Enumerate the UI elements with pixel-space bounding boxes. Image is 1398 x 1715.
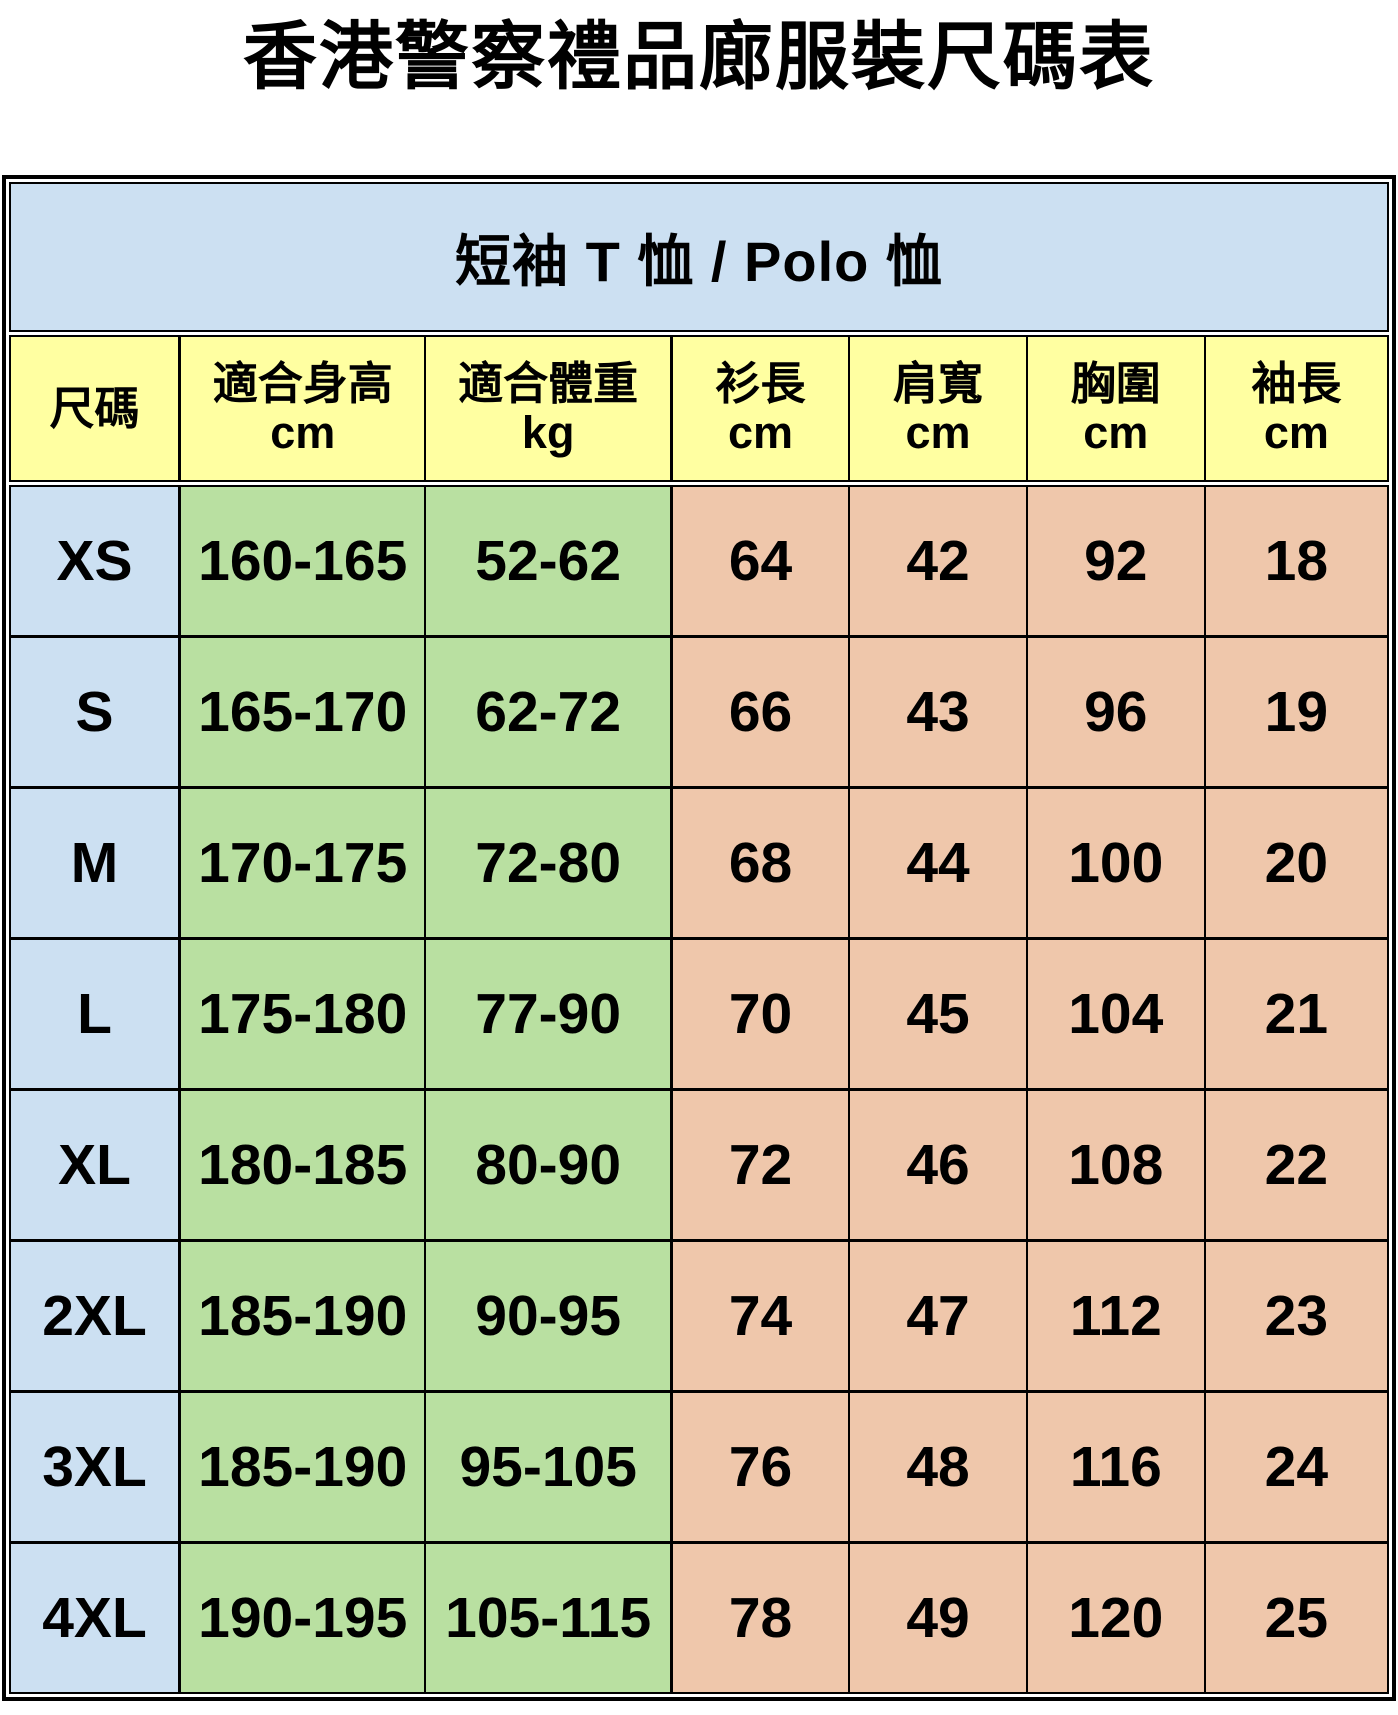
size-cell: 4XL (8, 1541, 181, 1695)
weight-cell: 77-90 (424, 937, 673, 1091)
shirt-length-cell: 74 (670, 1239, 851, 1393)
size-cell: M (8, 786, 181, 940)
shoulder-cell: 43 (848, 635, 1028, 789)
shirt-length-cell: 64 (670, 482, 851, 638)
sleeve-cell: 22 (1203, 1088, 1390, 1242)
table-row: XS 160-165 52-62 64 42 92 18 (8, 482, 1390, 638)
size-table-body: XS 160-165 52-62 64 42 92 18 S 165-170 62-72 66 43 9… (8, 482, 1390, 1695)
column-header-row: 尺碼 適合身高 cm 適合體重 kg 衫長 cm 肩寬 cm (8, 332, 1390, 488)
section-header: 短袖 T 恤 / Polo 恤 (9, 182, 1389, 338)
height-cell: 180-185 (178, 1088, 427, 1242)
weight-cell: 90-95 (424, 1239, 673, 1393)
weight-cell: 72-80 (424, 786, 673, 940)
column-unit: cm (905, 406, 971, 458)
column-header-size: 尺碼 (8, 332, 181, 488)
column-unit: kg (521, 406, 575, 458)
chest-cell: 120 (1025, 1541, 1206, 1695)
table-row: XL 180-185 80-90 72 46 108 22 (8, 1088, 1390, 1242)
shirt-length-cell: 76 (670, 1390, 851, 1544)
table-row: L 175-180 77-90 70 45 104 21 (8, 937, 1390, 1091)
size-chart-table: 短袖 T 恤 / Polo 恤 尺碼 適合身高 cm 適合體重 kg 衫長 cm (8, 182, 1390, 1695)
sleeve-cell: 19 (1203, 635, 1390, 789)
section-header-row: 短袖 T 恤 / Polo 恤 (9, 182, 1389, 338)
column-label: 衫長 (715, 358, 806, 410)
weight-cell: 105-115 (424, 1541, 673, 1695)
weight-cell: 80-90 (424, 1088, 673, 1242)
shoulder-cell: 49 (848, 1541, 1028, 1695)
column-label: 袖長 (1251, 358, 1342, 410)
size-cell: L (8, 937, 181, 1091)
shirt-length-cell: 70 (670, 937, 851, 1091)
chest-cell: 100 (1025, 786, 1206, 940)
chest-cell: 96 (1025, 635, 1206, 789)
shirt-length-cell: 68 (670, 786, 851, 940)
table-row: 3XL 185-190 95-105 76 48 116 24 (8, 1390, 1390, 1544)
table-row: 2XL 185-190 90-95 74 47 112 23 (8, 1239, 1390, 1393)
height-cell: 190-195 (178, 1541, 427, 1695)
weight-cell: 62-72 (424, 635, 673, 789)
sleeve-cell: 18 (1203, 482, 1390, 638)
shoulder-cell: 48 (848, 1390, 1028, 1544)
height-cell: 170-175 (178, 786, 427, 940)
chest-cell: 116 (1025, 1390, 1206, 1544)
height-cell: 185-190 (178, 1239, 427, 1393)
column-label: 尺碼 (49, 382, 140, 434)
size-cell: XL (8, 1088, 181, 1242)
column-label: 適合體重 (458, 358, 639, 410)
column-header-shoulder: 肩寬 cm (848, 332, 1028, 488)
column-label: 肩寬 (893, 358, 984, 410)
shoulder-cell: 47 (848, 1239, 1028, 1393)
chest-cell: 104 (1025, 937, 1206, 1091)
sleeve-cell: 21 (1203, 937, 1390, 1091)
table-row: 4XL 190-195 105-115 78 49 120 25 (8, 1541, 1390, 1695)
chest-cell: 108 (1025, 1088, 1206, 1242)
height-cell: 165-170 (178, 635, 427, 789)
height-cell: 160-165 (178, 482, 427, 638)
shirt-length-cell: 66 (670, 635, 851, 789)
page-title: 香港警察禮品廊服裝尺碼表 (243, 15, 1155, 98)
height-cell: 185-190 (178, 1390, 427, 1544)
table-row: S 165-170 62-72 66 43 96 19 (8, 635, 1390, 789)
shoulder-cell: 42 (848, 482, 1028, 638)
column-label: 胸圍 (1070, 358, 1161, 410)
size-cell: 3XL (8, 1390, 181, 1544)
shirt-length-cell: 78 (670, 1541, 851, 1695)
chest-cell: 92 (1025, 482, 1206, 638)
shirt-length-cell: 72 (670, 1088, 851, 1242)
weight-cell: 52-62 (424, 482, 673, 638)
height-cell: 175-180 (178, 937, 427, 1091)
column-unit: cm (1083, 406, 1149, 458)
column-unit: cm (728, 406, 794, 458)
sleeve-cell: 25 (1203, 1541, 1390, 1695)
column-header-weight: 適合體重 kg (424, 332, 673, 488)
size-chart-table-frame: 短袖 T 恤 / Polo 恤 尺碼 適合身高 cm 適合體重 kg 衫長 cm (2, 175, 1396, 1702)
column-unit: cm (1263, 406, 1329, 458)
column-header-height: 適合身高 cm (178, 332, 427, 488)
column-unit: cm (270, 406, 336, 458)
column-header-shirt-length: 衫長 cm (670, 332, 851, 488)
shoulder-cell: 46 (848, 1088, 1028, 1242)
shoulder-cell: 44 (848, 786, 1028, 940)
weight-cell: 95-105 (424, 1390, 673, 1544)
chest-cell: 112 (1025, 1239, 1206, 1393)
size-cell: 2XL (8, 1239, 181, 1393)
size-cell: S (8, 635, 181, 789)
sleeve-cell: 23 (1203, 1239, 1390, 1393)
column-label: 適合身高 (212, 358, 393, 410)
column-header-chest: 胸圍 cm (1025, 332, 1206, 488)
size-cell: XS (8, 482, 181, 638)
sleeve-cell: 24 (1203, 1390, 1390, 1544)
table-row: M 170-175 72-80 68 44 100 20 (8, 786, 1390, 940)
shoulder-cell: 45 (848, 937, 1028, 1091)
sleeve-cell: 20 (1203, 786, 1390, 940)
column-header-sleeve: 袖長 cm (1203, 332, 1390, 488)
